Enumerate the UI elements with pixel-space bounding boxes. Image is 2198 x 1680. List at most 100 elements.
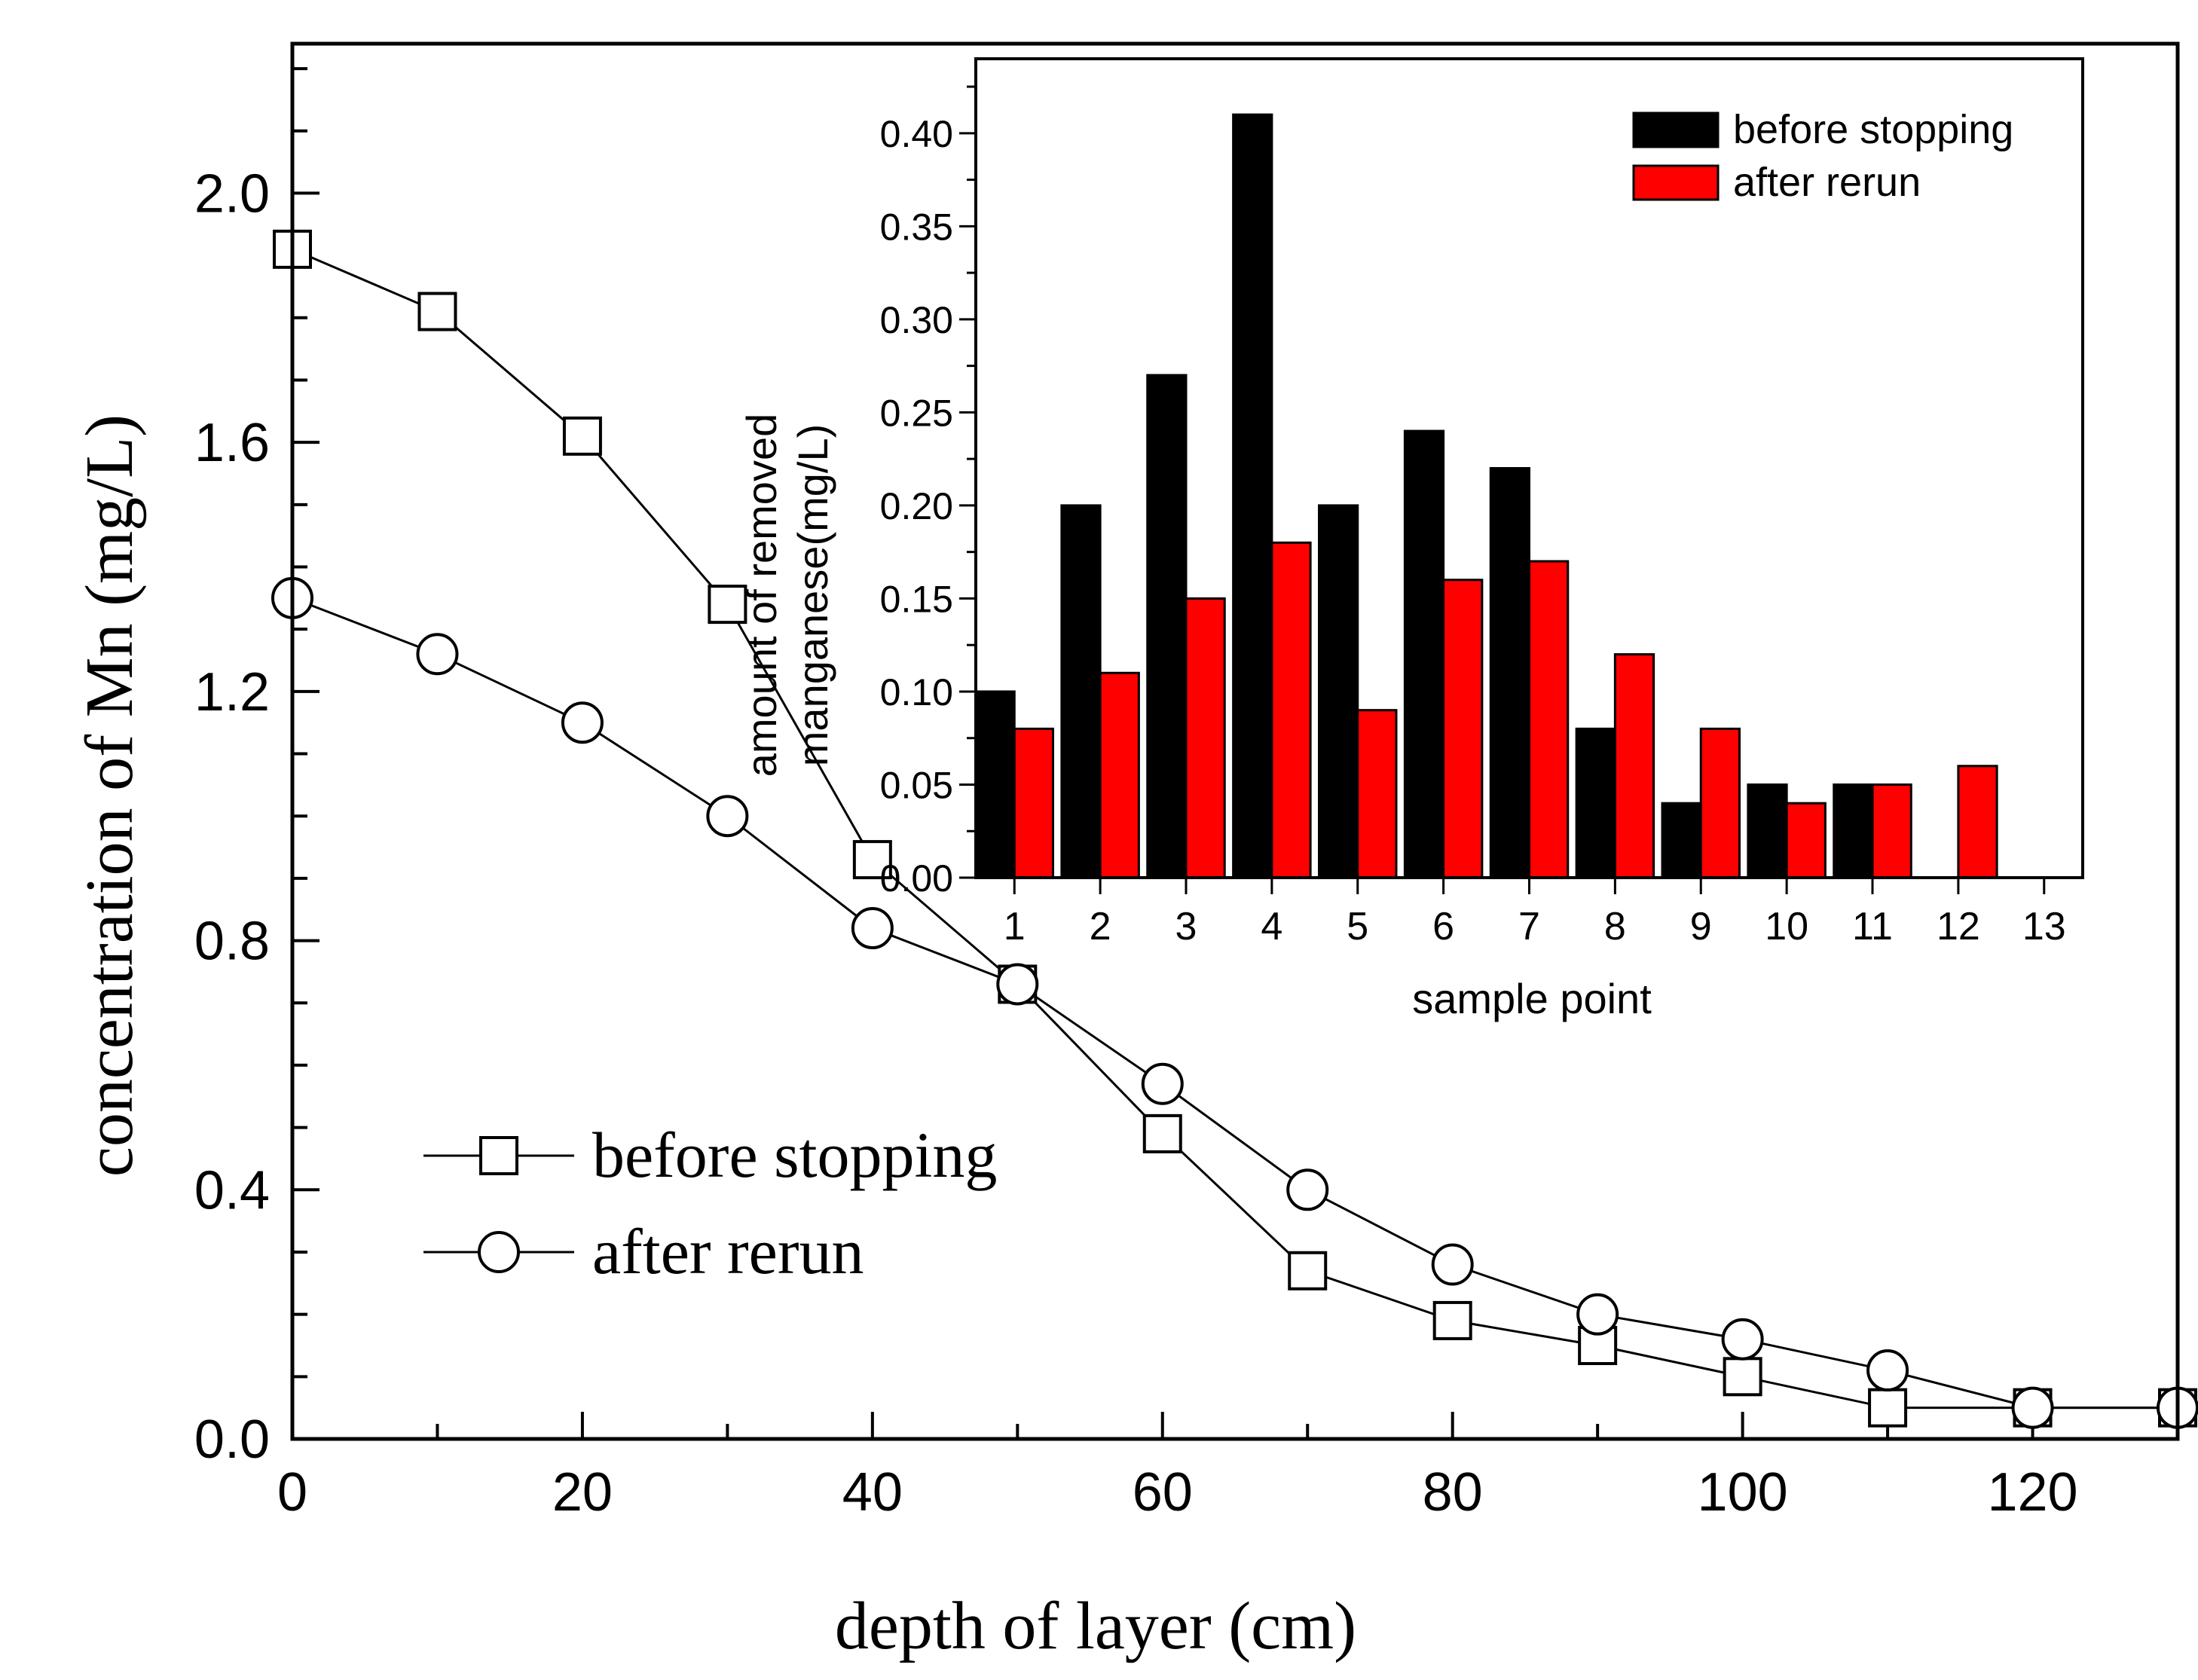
main-x-axis-label: depth of layer (cm) <box>835 1589 1356 1663</box>
main-data-point-square <box>708 585 747 625</box>
bar-after-rerun-5 <box>1356 709 1398 879</box>
inset-x-tick-label: 1 <box>1004 905 1026 948</box>
bar-before-stopping-3 <box>1146 374 1188 879</box>
inset-y-tick-label: 0.05 <box>880 764 953 806</box>
inset-tick-labels: 1 2 3 4 5 6 7 8 9 10 11 12 130.000.050.100.150.200.2… <box>880 113 2066 948</box>
inset-y-tick-label: 0.15 <box>880 578 953 620</box>
inset-x-tick-label: 12 <box>1937 905 1980 948</box>
main-data-point-circle <box>1141 1062 1184 1105</box>
main-data-point-square <box>1432 1300 1472 1340</box>
main-data-point-square <box>1723 1357 1762 1397</box>
bar-after-rerun-1 <box>1013 727 1054 879</box>
main-y-axis-label: concentration of Mn (mg/L) <box>72 414 147 1177</box>
bar-after-rerun-9 <box>1699 727 1741 879</box>
inset-x-tick-label: 9 <box>1690 905 1712 948</box>
inset-y-tick-label: 0.10 <box>880 671 953 713</box>
bar-after-rerun-7 <box>1528 560 1570 879</box>
main-x-tick-label: 100 <box>1698 1462 1788 1523</box>
main-y-tick-label: 2.0 <box>194 163 270 224</box>
main-data-point-circle <box>561 701 604 744</box>
legend-label: before stopping <box>592 1119 997 1191</box>
legend-label: after rerun <box>592 1215 864 1287</box>
main-data-point-circle <box>996 963 1039 1006</box>
inset-x-tick-label: 8 <box>1604 905 1626 948</box>
inset-y-tick-label: 0.30 <box>880 299 953 341</box>
main-x-tick-label: 40 <box>842 1462 903 1523</box>
main-data-point-circle <box>1721 1318 1764 1361</box>
main-x-tick-label: 80 <box>1423 1462 1483 1523</box>
inset-y-tick-label: 0.00 <box>880 857 953 900</box>
bar-before-stopping-10 <box>1747 783 1788 879</box>
bar-before-stopping-7 <box>1489 467 1531 879</box>
main-data-point-circle <box>1286 1168 1329 1211</box>
main-y-tick-label: 0.0 <box>194 1410 270 1470</box>
inset-x-tick-label: 10 <box>1765 905 1808 948</box>
inset-x-axis-label: sample point <box>1412 975 1652 1022</box>
main-y-tick-label: 1.2 <box>194 662 270 722</box>
bar-after-rerun-11 <box>1871 783 1912 879</box>
inset-x-tick-label: 7 <box>1518 905 1540 948</box>
main-data-point-square <box>1868 1388 1908 1428</box>
inset-y-tick-label: 0.35 <box>880 206 953 248</box>
main-x-tick-label: 60 <box>1133 1462 1193 1523</box>
inset-y-axis-label-line-2: manganese(mg/L) <box>789 424 836 766</box>
inset-legend-swatch <box>1632 164 1720 201</box>
inset-y-tick-label: 0.40 <box>880 113 953 155</box>
bar-before-stopping-11 <box>1833 783 1874 879</box>
bar-after-rerun-2 <box>1099 671 1140 879</box>
main-series-circle <box>271 576 2198 1429</box>
main-x-tick-label: 0 <box>277 1462 307 1523</box>
main-data-point-square <box>562 416 602 456</box>
inset-x-tick-label: 2 <box>1090 905 1111 948</box>
main-data-point-circle <box>1866 1349 1909 1392</box>
main-data-point-square <box>417 292 457 331</box>
inset-legend: before stopping after rerun <box>1632 107 2013 205</box>
main-legend: before stopping after rerun <box>423 1119 997 1287</box>
bar-after-rerun-8 <box>1613 653 1655 879</box>
main-tick-labels: 0 20 40 60 80 100 120 0.0 0.4 0.8 1.2 1.6 2.0 <box>194 163 2078 1523</box>
main-x-tick-label: 20 <box>552 1462 613 1523</box>
main-x-tick-label: 120 <box>1987 1462 2077 1523</box>
main-y-tick-label: 0.8 <box>194 912 270 972</box>
inset-legend-label: before stopping <box>1733 107 2013 152</box>
main-data-point-circle <box>851 907 894 950</box>
inset-y-tick-label: 0.20 <box>880 485 953 527</box>
bar-before-stopping-9 <box>1661 802 1702 879</box>
main-plot-frame <box>290 41 2180 1441</box>
bar-before-stopping-8 <box>1575 727 1616 879</box>
main-series-layer <box>271 229 2198 1429</box>
main-data-point-circle <box>1431 1243 1474 1286</box>
main-y-tick-label: 1.6 <box>194 413 270 473</box>
inset-legend-swatch <box>1632 111 1720 148</box>
main-chart: 0 20 40 60 80 100 120 0.0 0.4 0.8 1.2 1.6 2.0 depth … <box>72 41 2198 1663</box>
bar-before-stopping-5 <box>1318 504 1359 879</box>
inset-x-tick-label: 13 <box>2022 905 2066 948</box>
inset-x-tick-label: 6 <box>1432 905 1454 948</box>
main-series-line <box>292 597 2178 1410</box>
bar-after-rerun-10 <box>1785 802 1827 879</box>
main-data-point-circle <box>416 633 459 676</box>
inset-legend-label: after rerun <box>1733 160 1921 205</box>
bar-before-stopping-4 <box>1232 113 1273 879</box>
bar-before-stopping-1 <box>974 690 1016 879</box>
inset-y-tick-label: 0.25 <box>880 392 953 434</box>
inset-chart: 1 2 3 4 5 6 7 8 9 10 11 12 130.000.050.100.150.200.2… <box>738 57 2084 1022</box>
inset-x-tick-label: 11 <box>1852 905 1893 948</box>
bar-after-rerun-6 <box>1442 579 1484 879</box>
bar-after-rerun-12 <box>1957 765 1998 879</box>
main-data-point-circle <box>1576 1293 1619 1336</box>
bar-before-stopping-6 <box>1403 429 1445 879</box>
legend-marker-circle <box>478 1231 520 1273</box>
inset-y-axis-label-line-1: amount of removed <box>738 414 785 777</box>
main-data-point-circle <box>2011 1386 2054 1429</box>
inset-axis-ticks <box>959 85 2046 894</box>
bar-after-rerun-4 <box>1270 541 1312 879</box>
main-series-line <box>292 248 2178 1410</box>
legend-marker-square <box>479 1136 518 1175</box>
main-data-point-circle <box>706 795 749 838</box>
inset-x-tick-label: 5 <box>1347 905 1368 948</box>
main-data-point-square <box>1288 1251 1328 1291</box>
main-data-point-square <box>1142 1113 1182 1153</box>
bar-before-stopping-2 <box>1060 504 1102 879</box>
